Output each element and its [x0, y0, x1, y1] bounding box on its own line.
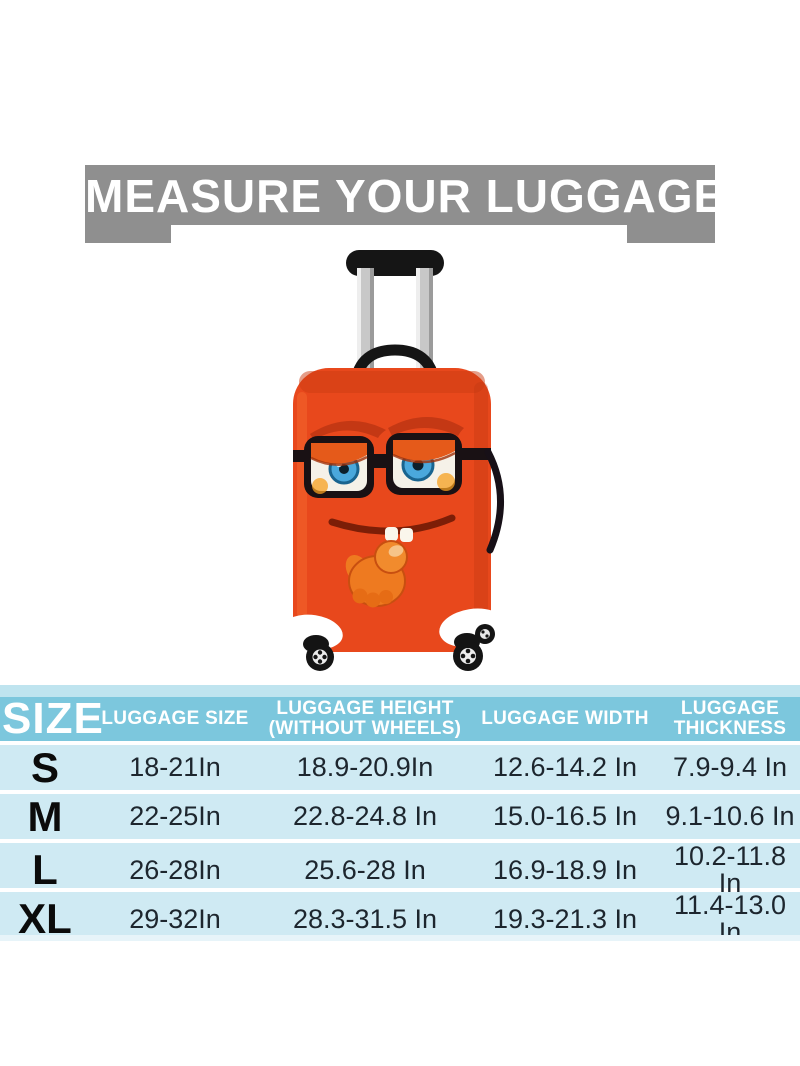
mouth — [328, 514, 456, 542]
cell-luggage-width: 16.9-18.9 In — [492, 854, 638, 885]
table-top-strip — [0, 685, 800, 697]
cell-luggage-size: 29-32In — [129, 903, 221, 934]
column-header-luggage-size: LUGGAGE SIZE — [101, 708, 249, 729]
cell-luggage-width: 15.0-16.5 In — [492, 801, 638, 831]
glasses-icon — [293, 433, 491, 498]
carry-handle-icon — [350, 344, 440, 386]
cell-size: L — [32, 846, 58, 893]
side-strap — [484, 448, 504, 554]
suitcase-illustration — [283, 250, 505, 671]
cell-luggage-thickness: 9.1-10.6 In — [665, 801, 795, 831]
cell-luggage-thickness: 7.9-9.4 In — [672, 752, 788, 782]
left-eye — [310, 443, 368, 485]
cell-luggage-height: 22.8-24.8 In — [292, 801, 438, 831]
table-body: S 18-21In 18.9-20.9In 12.6-14.2 In 7.9-9… — [0, 745, 800, 946]
pointing-hand — [345, 540, 408, 608]
cell-luggage-height: 28.3-31.5 In — [292, 903, 438, 934]
cell-size: S — [30, 743, 59, 791]
cell-luggage-height: 25.6-28 In — [304, 854, 426, 885]
cell-luggage-height: 18.9-20.9In — [296, 752, 434, 782]
cell-luggage-thickness: 10.2-11.8 In — [673, 841, 787, 898]
cell-luggage-thickness: 11.4-13.0 In — [673, 890, 787, 947]
ribbon-tab-left — [85, 225, 171, 243]
eyebrows — [310, 417, 464, 440]
column-header-luggage-thickness: LUGGAGE THICKNESS — [673, 698, 787, 739]
table-row: M 22-25In 22.8-24.8 In 15.0-16.5 In 9.1-… — [0, 794, 800, 839]
cell-size: XL — [18, 895, 72, 942]
table-row: S 18-21In 18.9-20.9In 12.6-14.2 In 7.9-9… — [0, 745, 800, 790]
table-row: XL 29-32In 28.3-31.5 In 19.3-21.3 In 11.… — [0, 892, 800, 946]
table-bottom-fade — [0, 935, 800, 941]
cell-luggage-width: 12.6-14.2 In — [492, 752, 638, 782]
column-header-size: SIZE — [2, 694, 104, 743]
banner-ribbon: MEASURE YOUR LUGGAGE — [85, 165, 726, 243]
column-header-luggage-width: LUGGAGE WIDTH — [481, 708, 649, 729]
wheels — [283, 608, 505, 671]
cell-luggage-size: 18-21In — [129, 752, 221, 782]
ribbon-tab-right — [627, 225, 715, 243]
cell-luggage-size: 22-25In — [129, 801, 221, 831]
cell-luggage-size: 26-28In — [129, 854, 221, 885]
column-header-luggage-height: LUGGAGE HEIGHT (WITHOUT WHEELS) — [268, 698, 462, 739]
cell-luggage-width: 19.3-21.3 In — [492, 903, 638, 934]
table-row: L 26-28In 25.6-28 In 16.9-18.9 In 10.2-1… — [0, 843, 800, 897]
page-title: MEASURE YOUR LUGGAGE — [85, 170, 726, 222]
size-table: SIZE LUGGAGE SIZE LUGGAGE HEIGHT (WITHOU… — [0, 697, 800, 946]
suitcase-body — [293, 368, 491, 652]
table-header-row: SIZE LUGGAGE SIZE LUGGAGE HEIGHT (WITHOU… — [0, 697, 800, 741]
right-eye — [392, 440, 456, 482]
cell-size: M — [27, 792, 63, 840]
